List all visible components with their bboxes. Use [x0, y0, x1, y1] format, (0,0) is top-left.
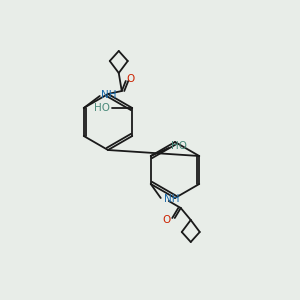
Text: NH: NH	[101, 90, 116, 100]
Text: HO: HO	[94, 103, 110, 113]
Text: HO: HO	[171, 141, 187, 151]
Text: O: O	[163, 215, 171, 225]
Text: O: O	[127, 74, 135, 84]
Text: NH: NH	[164, 194, 179, 204]
